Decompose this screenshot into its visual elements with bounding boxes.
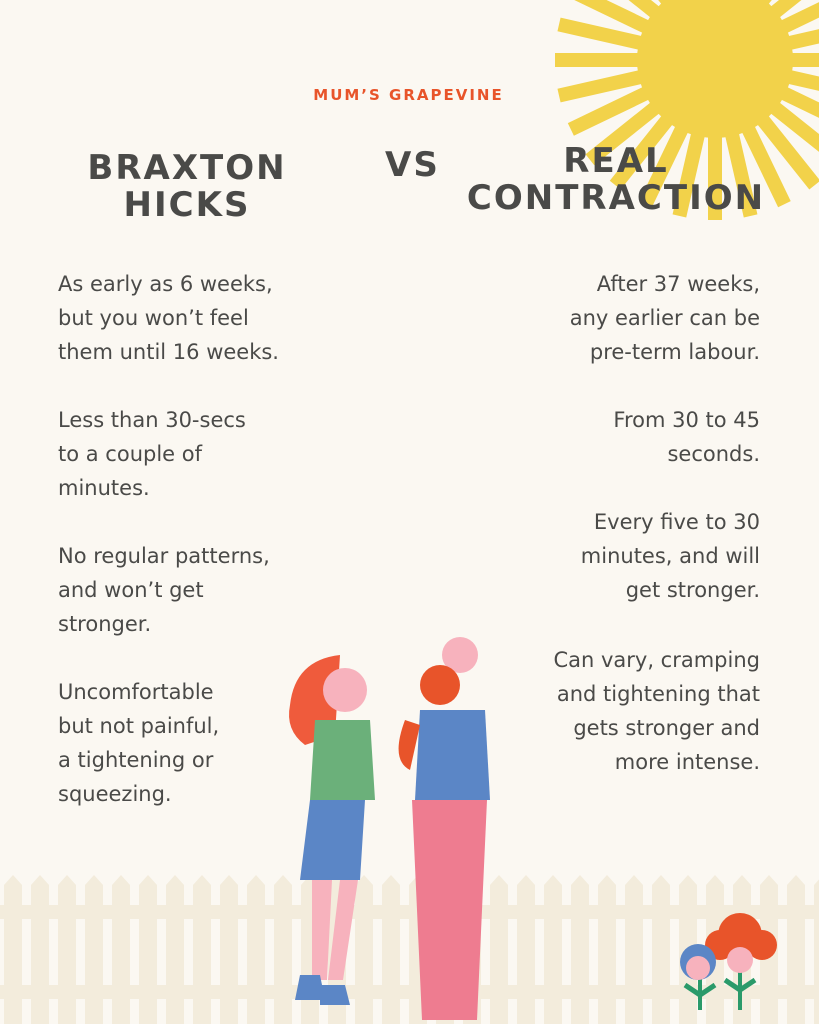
sun bbox=[555, 0, 819, 220]
right-text: pre-term labour. bbox=[589, 340, 760, 364]
right-text: minutes, and will bbox=[580, 544, 760, 568]
right-text: Can vary, cramping bbox=[553, 648, 760, 672]
right-text: Every five to 30 bbox=[593, 510, 760, 534]
left-text: minutes. bbox=[58, 476, 150, 500]
flowers bbox=[680, 913, 777, 1010]
title-line: CONTRACTION bbox=[466, 178, 766, 218]
left-text: and won’t get bbox=[58, 578, 204, 602]
right-text: seconds. bbox=[667, 442, 760, 466]
title-line: HICKS bbox=[123, 185, 251, 225]
right-text: After 37 weeks, bbox=[596, 272, 760, 296]
left-text: but not painful, bbox=[58, 714, 220, 738]
right-text: From 30 to 45 bbox=[613, 408, 760, 432]
left-text: a tightening or bbox=[58, 748, 214, 772]
title-line: REAL bbox=[563, 141, 669, 181]
right-text: any earlier can be bbox=[569, 306, 760, 330]
woman-left bbox=[289, 655, 375, 1005]
right-text: and tightening that bbox=[556, 682, 760, 706]
left-text: squeezing. bbox=[58, 782, 172, 806]
vs: VS bbox=[385, 145, 440, 185]
left-text: to a couple of bbox=[58, 442, 203, 466]
brand: MUM’S GRAPEVINE bbox=[313, 86, 504, 104]
left-text: them until 16 weeks. bbox=[58, 340, 279, 364]
left-text: No regular patterns, bbox=[58, 544, 270, 568]
left-text: but you won’t feel bbox=[58, 306, 249, 330]
title-line: BRAXTON bbox=[87, 148, 287, 188]
right-text: gets stronger and bbox=[573, 716, 760, 740]
left-text: stronger. bbox=[58, 612, 152, 636]
left-text: Less than 30-secs bbox=[58, 408, 246, 432]
woman-right bbox=[398, 637, 490, 1020]
left-text: As early as 6 weeks, bbox=[58, 272, 273, 296]
right-text: get stronger. bbox=[625, 578, 760, 602]
right-text: more intense. bbox=[614, 750, 760, 774]
left-text: Uncomfortable bbox=[58, 680, 214, 704]
